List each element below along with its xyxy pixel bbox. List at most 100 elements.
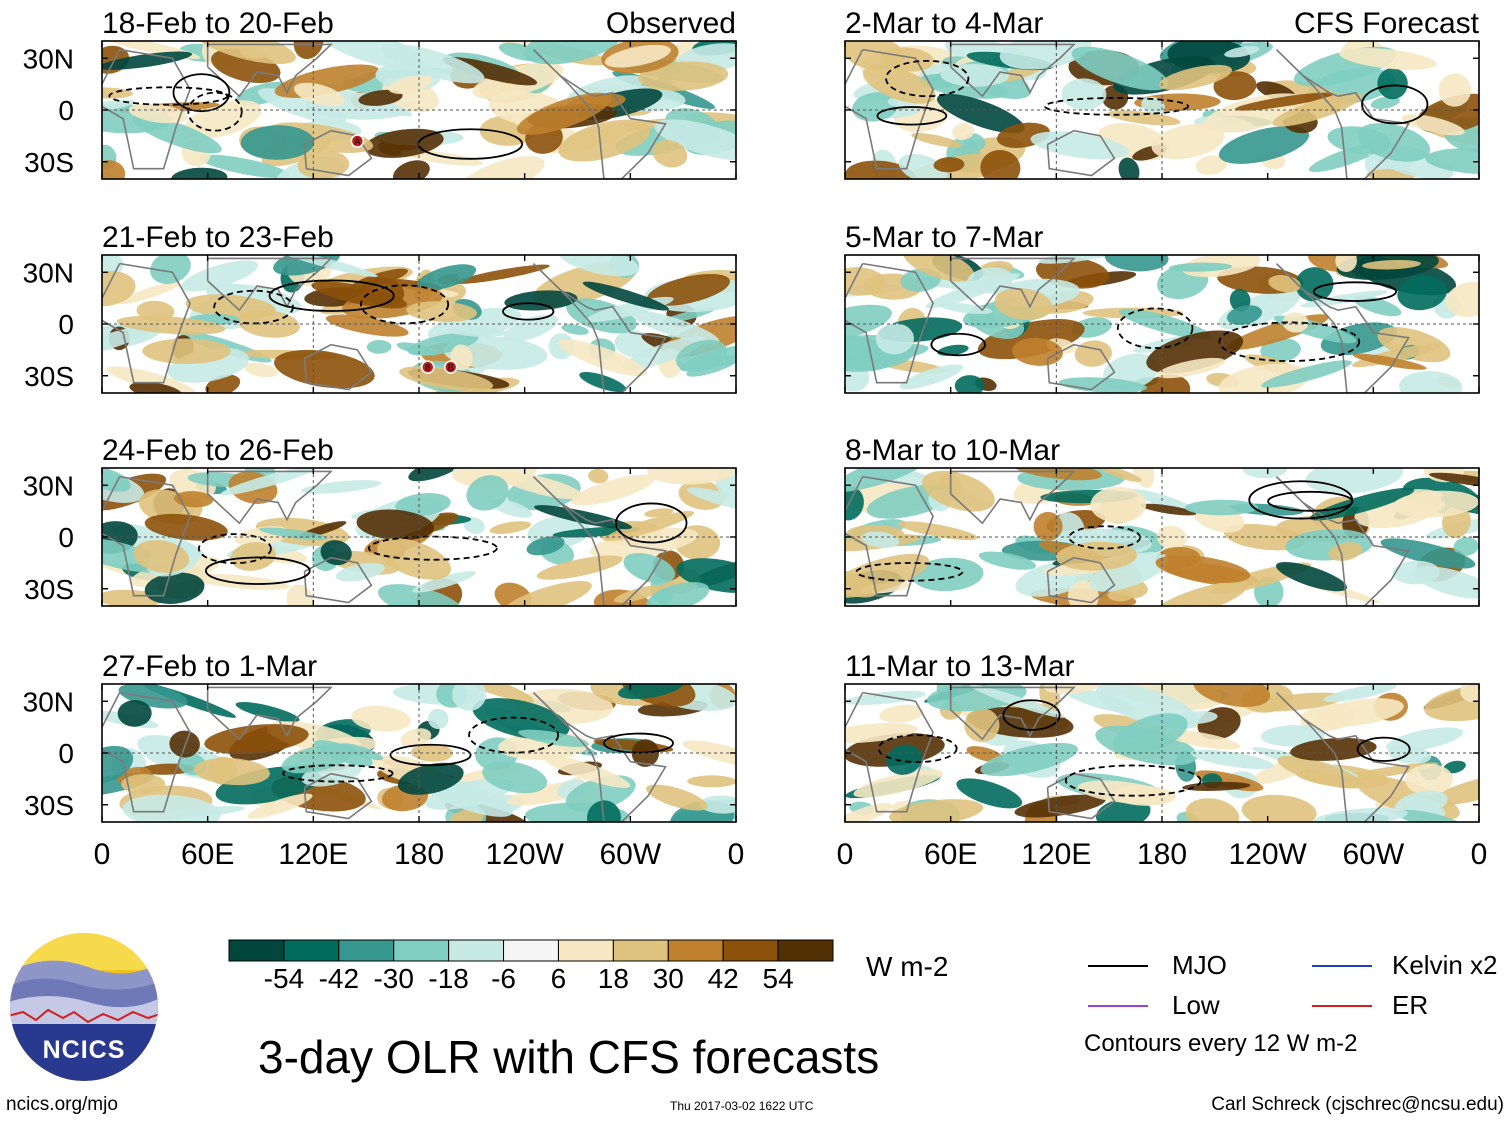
y-tick-label: 0	[58, 95, 74, 126]
olr-anomaly-patch	[132, 115, 222, 154]
olr-anomaly-patch	[454, 264, 550, 284]
olr-anomaly-patch	[1107, 589, 1134, 602]
x-tick-label: 60W	[599, 838, 661, 871]
mjo-contour	[1002, 699, 1061, 731]
colorbar-swatch	[228, 939, 285, 962]
x-tick-label: 180	[394, 838, 444, 871]
olr-anomaly-patch	[1241, 794, 1317, 822]
coastline	[102, 475, 191, 597]
olr-anomaly-patch	[1033, 511, 1063, 541]
olr-anomaly-patch	[102, 468, 131, 492]
olr-anomaly-patch	[699, 795, 736, 814]
olr-anomaly-patch	[582, 281, 669, 311]
olr-anomaly-patch	[675, 339, 727, 372]
olr-anomaly-patch	[449, 808, 484, 822]
y-tick-label: 0	[58, 738, 74, 769]
olr-anomaly-patch	[427, 708, 449, 730]
coastline	[1046, 129, 1116, 177]
footer-timestamp: Thu 2017-03-02 1622 UTC	[670, 1099, 814, 1113]
olr-anomaly-patch	[1156, 357, 1226, 379]
x-tick-label: 60E	[181, 838, 234, 871]
olr-anomaly-patch	[936, 93, 1025, 134]
y-tick-label: 30S	[24, 361, 74, 392]
olr-anomaly-patch	[1067, 580, 1099, 606]
coastline	[949, 686, 1076, 741]
olr-anomaly-patch	[879, 704, 924, 723]
mjo-contour	[268, 279, 395, 312]
olr-anomaly-patch	[311, 281, 408, 309]
olr-anomaly-patch	[1386, 727, 1464, 752]
olr-anomaly-patch	[845, 41, 905, 71]
olr-anomaly-patch	[1445, 282, 1479, 317]
storm-marker	[421, 360, 435, 374]
olr-anomaly-patch	[1055, 541, 1138, 571]
olr-anomaly-patch	[898, 153, 948, 179]
olr-anomaly-patch	[952, 123, 975, 141]
olr-anomaly-patch	[687, 487, 736, 511]
colorbar-units: W m-2	[866, 951, 949, 982]
colorbar-level-label: -30	[373, 963, 413, 994]
olr-anomaly-patch	[351, 705, 411, 732]
y-tick-label: 30S	[24, 790, 74, 821]
colorbar-level-label: 18	[598, 963, 629, 994]
olr-anomaly-patch	[687, 775, 736, 788]
olr-anomaly-patch	[1370, 96, 1400, 110]
mjo-contour	[930, 332, 986, 357]
coastline	[206, 257, 333, 312]
olr-anomaly-patch	[1218, 126, 1310, 164]
coastline	[206, 470, 333, 525]
mjo-contour	[282, 764, 394, 783]
olr-anomaly-patch	[897, 521, 978, 541]
olr-anomaly-patch	[1424, 684, 1479, 722]
olr-anomaly-patch	[646, 784, 708, 811]
olr-anomaly-patch	[1193, 684, 1271, 708]
olr-anomaly-patch	[356, 509, 434, 541]
mjo-contour	[1218, 321, 1361, 362]
olr-anomaly-patch	[286, 584, 314, 606]
olr-anomaly-patch	[638, 61, 729, 91]
olr-anomaly-patch	[964, 708, 1000, 743]
olr-anomaly-patch	[1168, 262, 1233, 272]
olr-anomaly-patch	[886, 744, 923, 775]
legend-line-er	[1312, 1005, 1372, 1007]
olr-anomaly-patch	[503, 314, 558, 342]
coastline	[845, 262, 934, 384]
legend-line-mjo	[1088, 965, 1148, 967]
footer-author: Carl Schreck (cjschrec@ncsu.edu)	[1211, 1094, 1504, 1115]
olr-anomaly-patch	[1339, 48, 1437, 70]
olr-anomaly-patch	[1213, 71, 1257, 101]
olr-anomaly-patch	[174, 491, 214, 508]
coastline	[303, 556, 373, 604]
olr-anomaly-patch	[416, 264, 477, 291]
olr-anomaly-patch	[1104, 255, 1169, 272]
olr-anomaly-patch	[1362, 259, 1421, 270]
olr-anomaly-patch	[623, 552, 676, 584]
olr-anomaly-patch	[911, 133, 962, 148]
olr-anomaly-patch	[939, 302, 993, 314]
map-panel: 8-Mar to 10-Mar	[844, 434, 1480, 607]
olr-anomaly-patch	[652, 139, 688, 168]
mjo-contour	[855, 562, 964, 582]
olr-anomaly-patch	[1314, 698, 1404, 727]
olr-anomaly-patch	[193, 757, 270, 786]
mjo-contour	[1044, 97, 1190, 116]
y-tick-label: 30N	[23, 43, 74, 74]
olr-anomaly-patch	[472, 698, 570, 740]
olr-anomaly-patch	[458, 156, 545, 179]
olr-anomaly-patch	[150, 255, 191, 284]
y-tick-label: 0	[58, 522, 74, 553]
mjo-contour	[197, 533, 272, 565]
colorbar-swatch	[667, 939, 724, 962]
panel-period-title: 5-Mar to 7-Mar	[845, 221, 1043, 254]
panel-period-title: 11-Mar to 13-Mar	[845, 650, 1075, 683]
olr-anomaly-patch	[1392, 490, 1479, 518]
olr-anomaly-patch	[845, 468, 932, 492]
olr-anomaly-patch	[980, 742, 1079, 777]
olr-anomaly-patch	[446, 326, 508, 337]
olr-anomaly-patch	[1058, 377, 1147, 393]
olr-anomaly-patch	[861, 531, 900, 548]
footer-url: ncics.org/mjo	[6, 1094, 118, 1115]
x-tick-label: 60E	[924, 838, 977, 871]
olr-anomaly-patch	[400, 728, 432, 748]
